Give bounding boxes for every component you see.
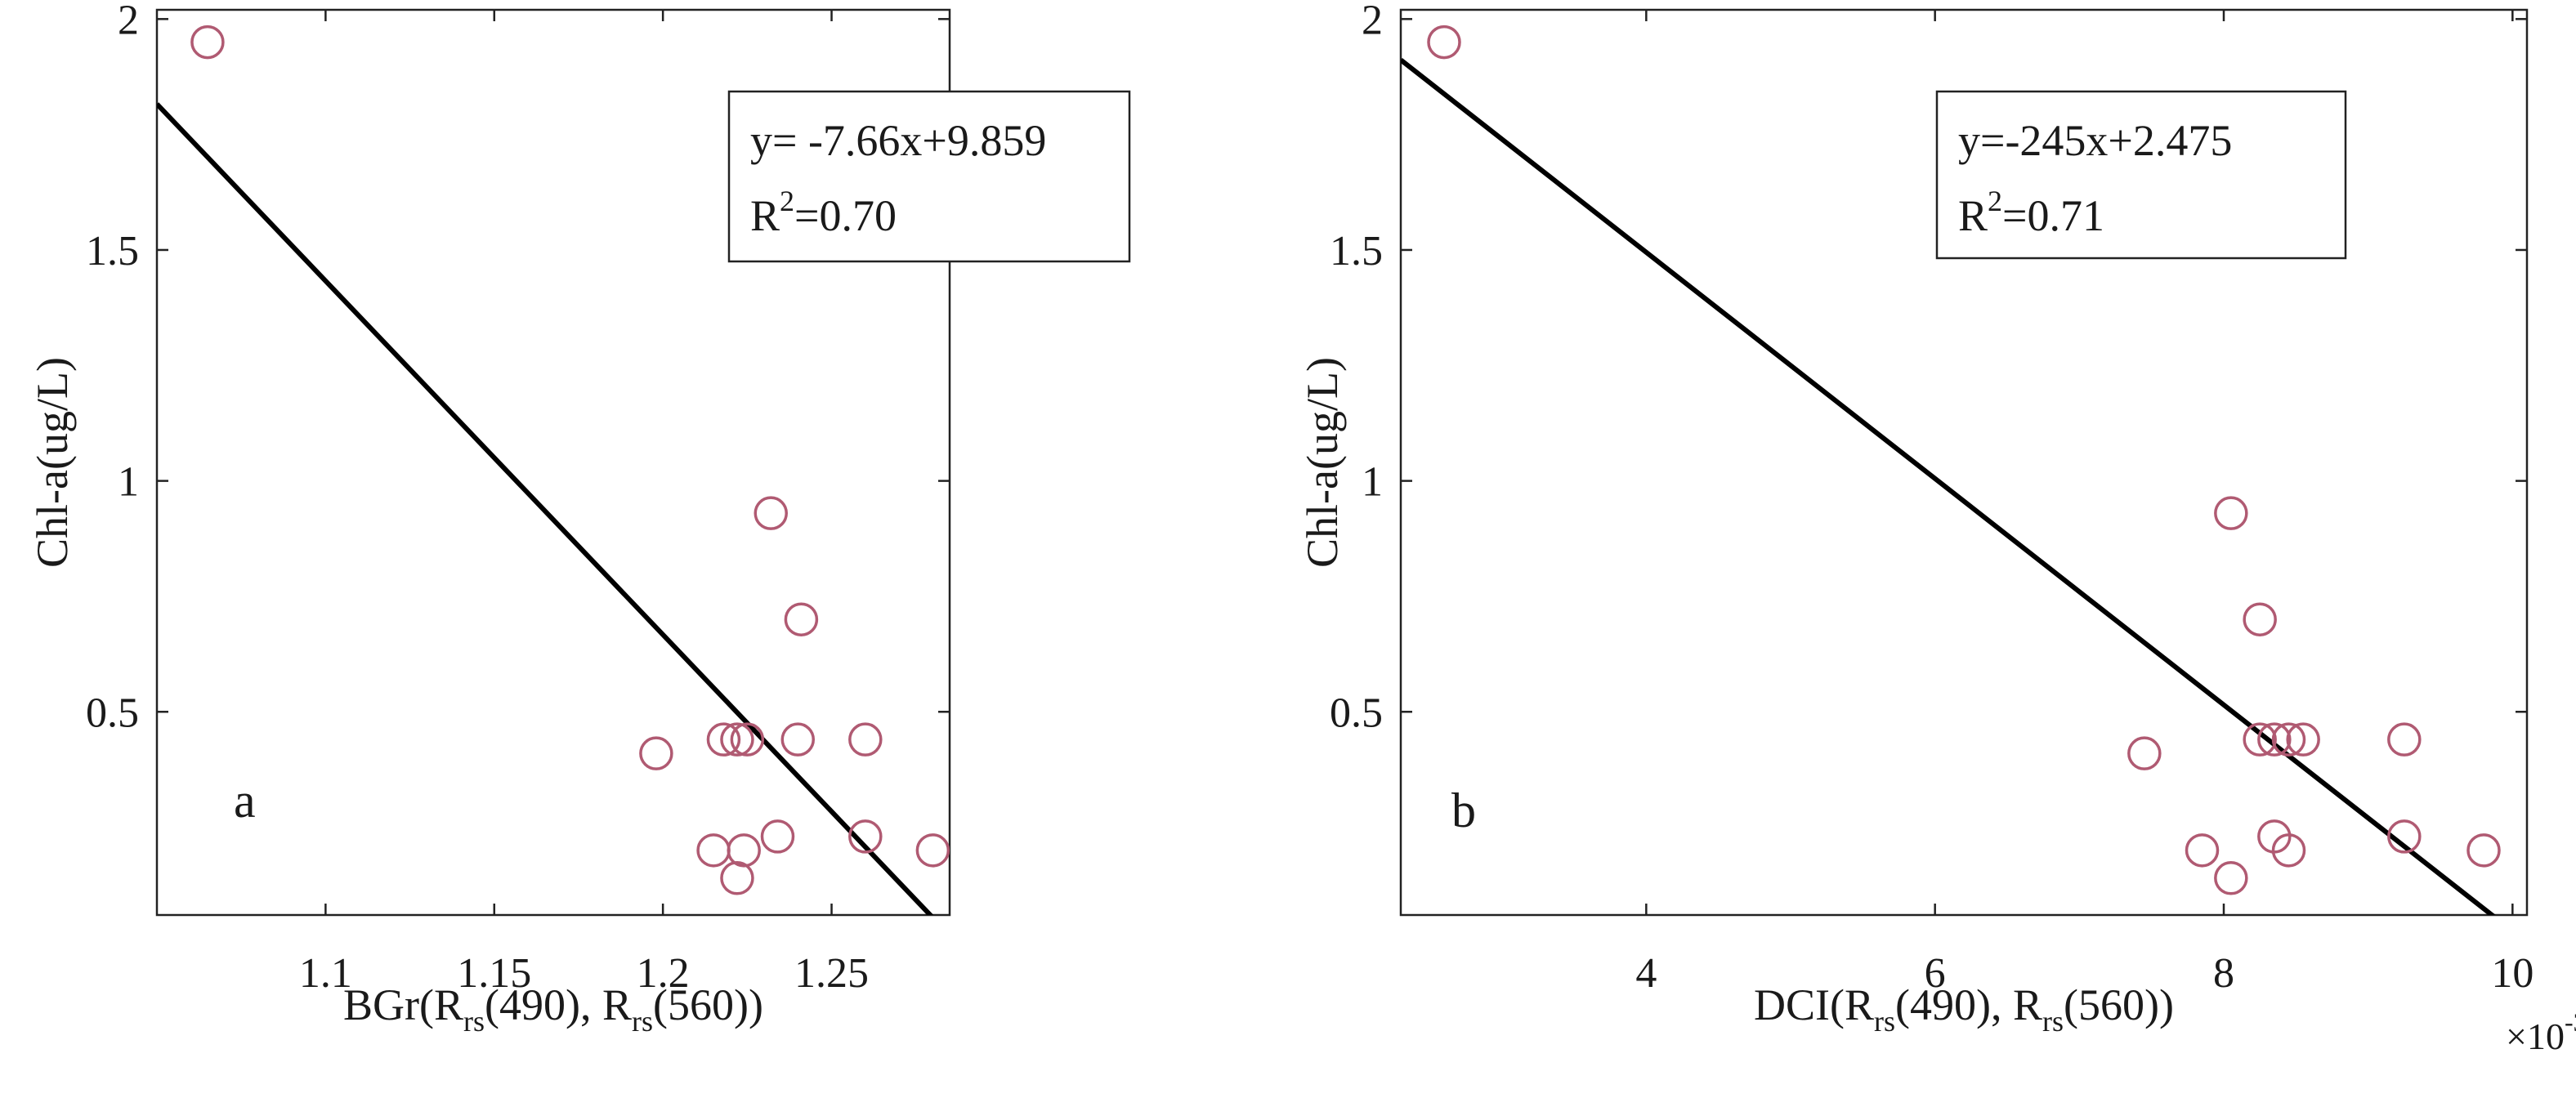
x-tick-label: 6	[1925, 950, 1946, 997]
x-tick-label: 8	[2213, 950, 2234, 997]
data-point	[190, 25, 225, 60]
data-point	[2214, 496, 2248, 530]
y-tick-label: 2	[118, 0, 139, 43]
x-tick-label: 1.1	[299, 950, 352, 997]
data-point	[760, 819, 795, 854]
x-tick-label: 4	[1635, 950, 1657, 997]
data-point	[2271, 833, 2306, 868]
x-tick-label: 10	[2491, 950, 2534, 997]
y-tick-label: 0.5	[1330, 690, 1383, 736]
x-tick-label: 1.2	[637, 950, 690, 997]
x-axis-label: BGr(Rrs(490), Rrs(560))	[343, 980, 763, 1038]
equation-box	[1935, 90, 2347, 260]
data-point	[727, 833, 761, 868]
data-point	[848, 819, 883, 854]
y-tick-label: 0.5	[86, 690, 139, 736]
panel-label: b	[1451, 783, 1476, 837]
plot-frame	[1399, 8, 2529, 917]
panel-label: a	[234, 774, 256, 828]
data-point	[2387, 722, 2422, 757]
data-point	[915, 833, 950, 868]
equation-text: y= -7.66x+9.859	[750, 116, 1046, 165]
data-point	[2243, 722, 2277, 757]
data-point	[730, 722, 765, 757]
data-point	[2257, 722, 2292, 757]
data-point	[2271, 722, 2306, 757]
data-point	[2286, 722, 2320, 757]
x-exponent-label: ×10-3	[2506, 1007, 2576, 1057]
data-point	[2185, 833, 2220, 868]
y-axis-label: Chl-a(ug/L)	[28, 357, 77, 568]
y-tick-label: 1	[1362, 459, 1383, 506]
data-point	[2466, 833, 2501, 868]
r-squared-text: R2=0.71	[1958, 185, 2104, 240]
regression-line	[1401, 57, 2496, 915]
data-point	[706, 722, 741, 757]
y-tick-label: 2	[1362, 0, 1383, 43]
data-point	[754, 496, 788, 530]
data-point	[2387, 819, 2422, 854]
y-tick-label: 1	[118, 459, 139, 506]
x-tick-label: 1.25	[794, 950, 869, 997]
regression-line	[157, 102, 934, 915]
plot-frame	[155, 8, 951, 917]
data-point	[848, 722, 883, 757]
chart-panel-b: 4 6 8 10 0.5 1 1.5 2 Chl-a(ug/L) DCI(Rrs(490), Rr…	[1298, 0, 2576, 1057]
y-tick-label: 1.5	[86, 228, 139, 275]
equation-text: y=-245x+2.475	[1958, 116, 2232, 165]
equation-box	[727, 90, 1131, 263]
y-tick-label: 1.5	[1330, 228, 1383, 275]
data-point	[2127, 736, 2162, 770]
chart-panel-a: 1.1 1.15 1.2 1.25 0.5 1 1.5 2 Chl-a(ug/L) BGr(Rrs…	[28, 0, 1131, 1038]
y-axis-label: Chl-a(ug/L)	[1298, 357, 1347, 568]
x-axis-label: DCI(Rrs(490), Rrs(560))	[1754, 980, 2174, 1038]
data-point	[720, 861, 754, 895]
data-point	[1427, 25, 1461, 60]
data-point	[639, 736, 673, 770]
data-point	[2214, 861, 2248, 895]
data-point	[720, 722, 754, 757]
data-point	[2243, 602, 2277, 636]
data-point	[696, 833, 731, 868]
data-point	[784, 602, 819, 636]
r-squared-text: R2=0.70	[750, 185, 897, 240]
data-point	[780, 722, 816, 757]
x-tick-label: 1.15	[457, 950, 531, 997]
